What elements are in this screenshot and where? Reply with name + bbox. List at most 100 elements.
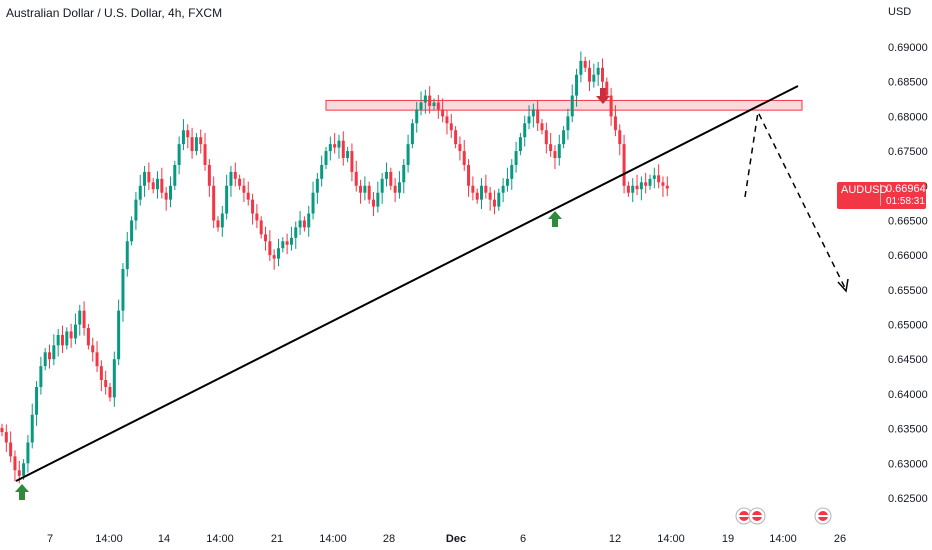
time-tick-label: 26: [834, 533, 846, 545]
candle-body: [190, 137, 194, 152]
candle: [251, 193, 255, 225]
candle: [436, 94, 440, 119]
candle: [566, 108, 570, 140]
candle-body: [173, 164, 177, 186]
candle-body: [311, 192, 315, 214]
candle-body: [566, 116, 570, 131]
candle: [151, 178, 155, 194]
candle-body: [328, 144, 332, 152]
time-tick-label: 14:00: [206, 533, 234, 545]
candle: [514, 141, 518, 173]
candle-body: [294, 227, 298, 238]
candle: [233, 162, 237, 187]
candle-body: [298, 220, 302, 228]
price-axis[interactable]: 0.690000.685000.680000.675000.670000.665…: [888, 42, 928, 505]
economic-event-flag-icon[interactable]: [748, 507, 766, 525]
candle-body: [186, 130, 190, 138]
price-tick-label: 0.66500: [888, 215, 928, 227]
candle-body: [17, 470, 21, 476]
candle-body: [432, 102, 436, 106]
resistance-zone: [325, 99, 803, 111]
candle: [492, 190, 496, 215]
candle-body: [65, 331, 69, 346]
candle: [618, 124, 622, 156]
candle-body: [95, 352, 99, 367]
candle-body: [480, 185, 484, 200]
candle: [480, 178, 484, 210]
candle-body: [43, 352, 47, 367]
price-tick-label: 0.65500: [888, 285, 928, 297]
candle-body: [333, 144, 337, 148]
candle-body: [259, 220, 263, 235]
candle: [86, 323, 90, 350]
candle-body: [626, 185, 630, 193]
candle-body: [39, 366, 43, 387]
candle: [410, 119, 414, 149]
price-tick-label: 0.62500: [888, 493, 928, 505]
candle-body: [276, 248, 280, 259]
candle-body: [324, 151, 328, 165]
candle: [423, 89, 427, 114]
candle: [160, 167, 164, 199]
candle: [307, 205, 311, 237]
candle: [281, 237, 285, 253]
candle: [475, 188, 479, 204]
candle-body: [648, 178, 652, 186]
candle: [13, 450, 17, 482]
candle: [588, 60, 592, 92]
candle-body: [492, 199, 496, 207]
candle: [363, 176, 367, 201]
time-tick-label: 28: [383, 533, 395, 545]
time-tick-label: Dec: [446, 533, 466, 545]
candle-body: [272, 255, 276, 259]
candle: [220, 205, 224, 237]
candle: [471, 176, 475, 201]
candle-body: [527, 116, 531, 124]
candle-body: [108, 386, 112, 398]
candle: [194, 133, 198, 156]
candle-body: [557, 144, 561, 159]
candle: [264, 226, 268, 251]
price-tick-label: 0.68500: [888, 77, 928, 89]
candle: [415, 101, 419, 133]
candle: [91, 337, 95, 362]
time-axis[interactable]: 7 14:00 14 14:00 21 14:00 28 Dec 6 12 14:00 19 14:00…: [47, 533, 846, 545]
candle: [82, 301, 86, 336]
candle: [575, 68, 579, 107]
candle: [380, 172, 384, 204]
candle-body: [112, 359, 116, 398]
candle-body: [475, 192, 479, 200]
candle-body: [73, 324, 77, 339]
candle: [583, 56, 587, 72]
candle-body: [255, 213, 259, 221]
candle: [553, 145, 557, 170]
chart-title: Australian Dollar / U.S. Dollar, 4h, FXC…: [6, 6, 223, 20]
candle: [497, 188, 501, 211]
candle-body: [445, 116, 449, 124]
candle: [173, 160, 177, 190]
candle: [259, 216, 263, 239]
price-label-countdown: 01:58:31: [886, 196, 925, 207]
candle-body: [341, 140, 345, 159]
candle-body: [622, 144, 626, 186]
economic-event-flag-icon[interactable]: [814, 507, 832, 525]
candle: [130, 216, 134, 246]
candle-body: [289, 237, 293, 245]
candle: [570, 84, 574, 123]
candle: [177, 136, 181, 175]
candle-body: [359, 185, 363, 193]
candle: [324, 146, 328, 170]
candle-body: [302, 220, 306, 228]
projection-arrowhead-icon: [837, 278, 849, 293]
candle-body: [320, 164, 324, 179]
candle: [454, 126, 458, 149]
candle: [549, 133, 553, 157]
candle: [596, 61, 600, 86]
candle: [69, 323, 73, 348]
candle-body: [536, 109, 540, 124]
candle-body: [562, 130, 566, 145]
candle-body: [82, 310, 86, 329]
candle-body: [402, 164, 406, 183]
candle: [43, 348, 47, 371]
